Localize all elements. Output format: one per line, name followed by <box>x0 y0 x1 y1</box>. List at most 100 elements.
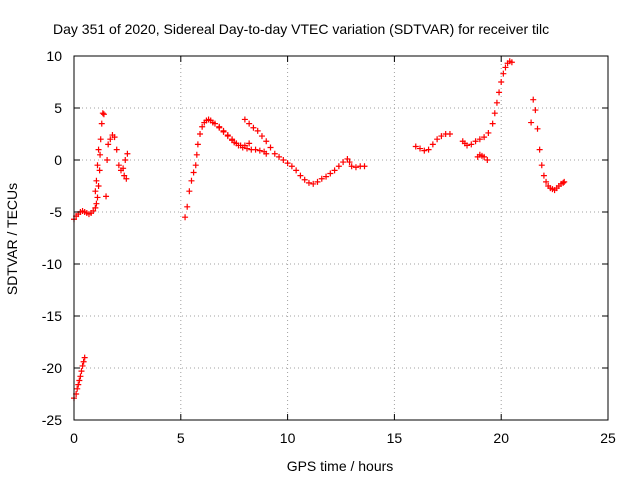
data-point <box>346 159 353 166</box>
y-tick-label: 0 <box>54 152 62 168</box>
data-point <box>78 368 85 375</box>
data-point <box>297 172 304 179</box>
data-point <box>508 59 515 66</box>
data-point <box>263 150 270 157</box>
data-point <box>105 141 112 148</box>
data-point <box>498 79 505 85</box>
data-point <box>124 150 131 157</box>
data-point <box>352 164 359 171</box>
data-point <box>111 134 118 141</box>
data-point <box>276 153 283 160</box>
data-point <box>412 143 419 150</box>
data-point <box>421 147 428 154</box>
data-point <box>74 385 81 392</box>
data-point <box>192 162 199 169</box>
data-point <box>123 175 130 182</box>
data-point <box>122 157 129 163</box>
data-point <box>92 188 99 195</box>
data-point <box>231 139 238 146</box>
data-point <box>331 167 338 174</box>
data-point <box>305 179 312 186</box>
grid-layer <box>74 56 608 420</box>
data-point <box>485 129 492 136</box>
data-point <box>81 354 88 361</box>
data-point <box>95 146 102 153</box>
data-point <box>96 167 103 174</box>
y-tick-label: -25 <box>42 412 62 428</box>
x-tick-label: 15 <box>387 430 403 446</box>
y-tick-label: -15 <box>42 308 62 324</box>
data-point <box>93 177 100 184</box>
data-point <box>77 373 84 380</box>
data-point <box>263 138 270 145</box>
data-point <box>250 124 257 131</box>
data-point <box>481 153 488 160</box>
data-point <box>93 200 100 207</box>
data-point <box>425 146 432 153</box>
data-point <box>468 141 475 148</box>
data-point <box>500 70 507 77</box>
data-point <box>429 141 436 148</box>
data-point <box>216 123 223 130</box>
data-point <box>79 362 86 369</box>
data-point <box>188 177 195 184</box>
data-point <box>103 193 110 200</box>
data-point <box>534 125 541 132</box>
x-tick-label: 0 <box>70 430 78 446</box>
data-point <box>438 133 445 140</box>
y-tick-label: -5 <box>50 204 63 220</box>
data-point <box>92 204 99 211</box>
data-point <box>288 163 295 170</box>
data-point <box>528 119 535 126</box>
data-point <box>120 165 127 172</box>
y-tick-label: 10 <box>46 48 62 64</box>
data-point <box>284 160 291 167</box>
data-point <box>489 120 496 127</box>
data-point <box>199 123 206 130</box>
data-point <box>476 136 483 143</box>
data-point <box>417 145 424 152</box>
data-point <box>314 178 321 185</box>
data-point <box>94 162 101 169</box>
x-tick-label: 10 <box>280 430 296 446</box>
data-point <box>310 180 317 187</box>
data-point <box>540 172 547 179</box>
data-point <box>246 120 253 127</box>
data-point <box>335 163 342 170</box>
data-point <box>239 144 246 151</box>
data-point <box>235 142 242 149</box>
data-point <box>543 178 550 185</box>
data-point <box>434 136 441 143</box>
axis-ticks: 0 5 10 15 20 25 10 5 0 -5 -10 -15 -20 -25 <box>42 48 616 446</box>
data-point <box>98 120 105 127</box>
data-point <box>280 157 287 163</box>
data-point <box>94 194 101 201</box>
data-point <box>560 179 567 186</box>
data-point <box>246 140 253 147</box>
data-point <box>561 178 568 185</box>
data-point <box>113 146 120 153</box>
data-point <box>121 172 128 179</box>
data-point <box>481 134 488 141</box>
data-point <box>254 127 261 134</box>
data-point <box>344 155 351 162</box>
data-point <box>186 188 193 195</box>
data-point <box>99 110 106 117</box>
data-point <box>252 146 259 153</box>
data-point <box>220 127 227 134</box>
data-point <box>301 176 308 183</box>
data-point <box>530 96 537 103</box>
data-point <box>76 377 83 384</box>
data-point <box>100 111 107 118</box>
data-point <box>536 146 543 153</box>
data-point <box>258 133 265 140</box>
data-point <box>80 358 87 365</box>
data-point <box>484 157 491 163</box>
data-point <box>90 207 97 214</box>
data-point <box>318 175 325 182</box>
data-point <box>209 119 216 126</box>
data-point <box>491 110 498 117</box>
data-point <box>323 173 330 180</box>
data-point <box>75 381 82 388</box>
